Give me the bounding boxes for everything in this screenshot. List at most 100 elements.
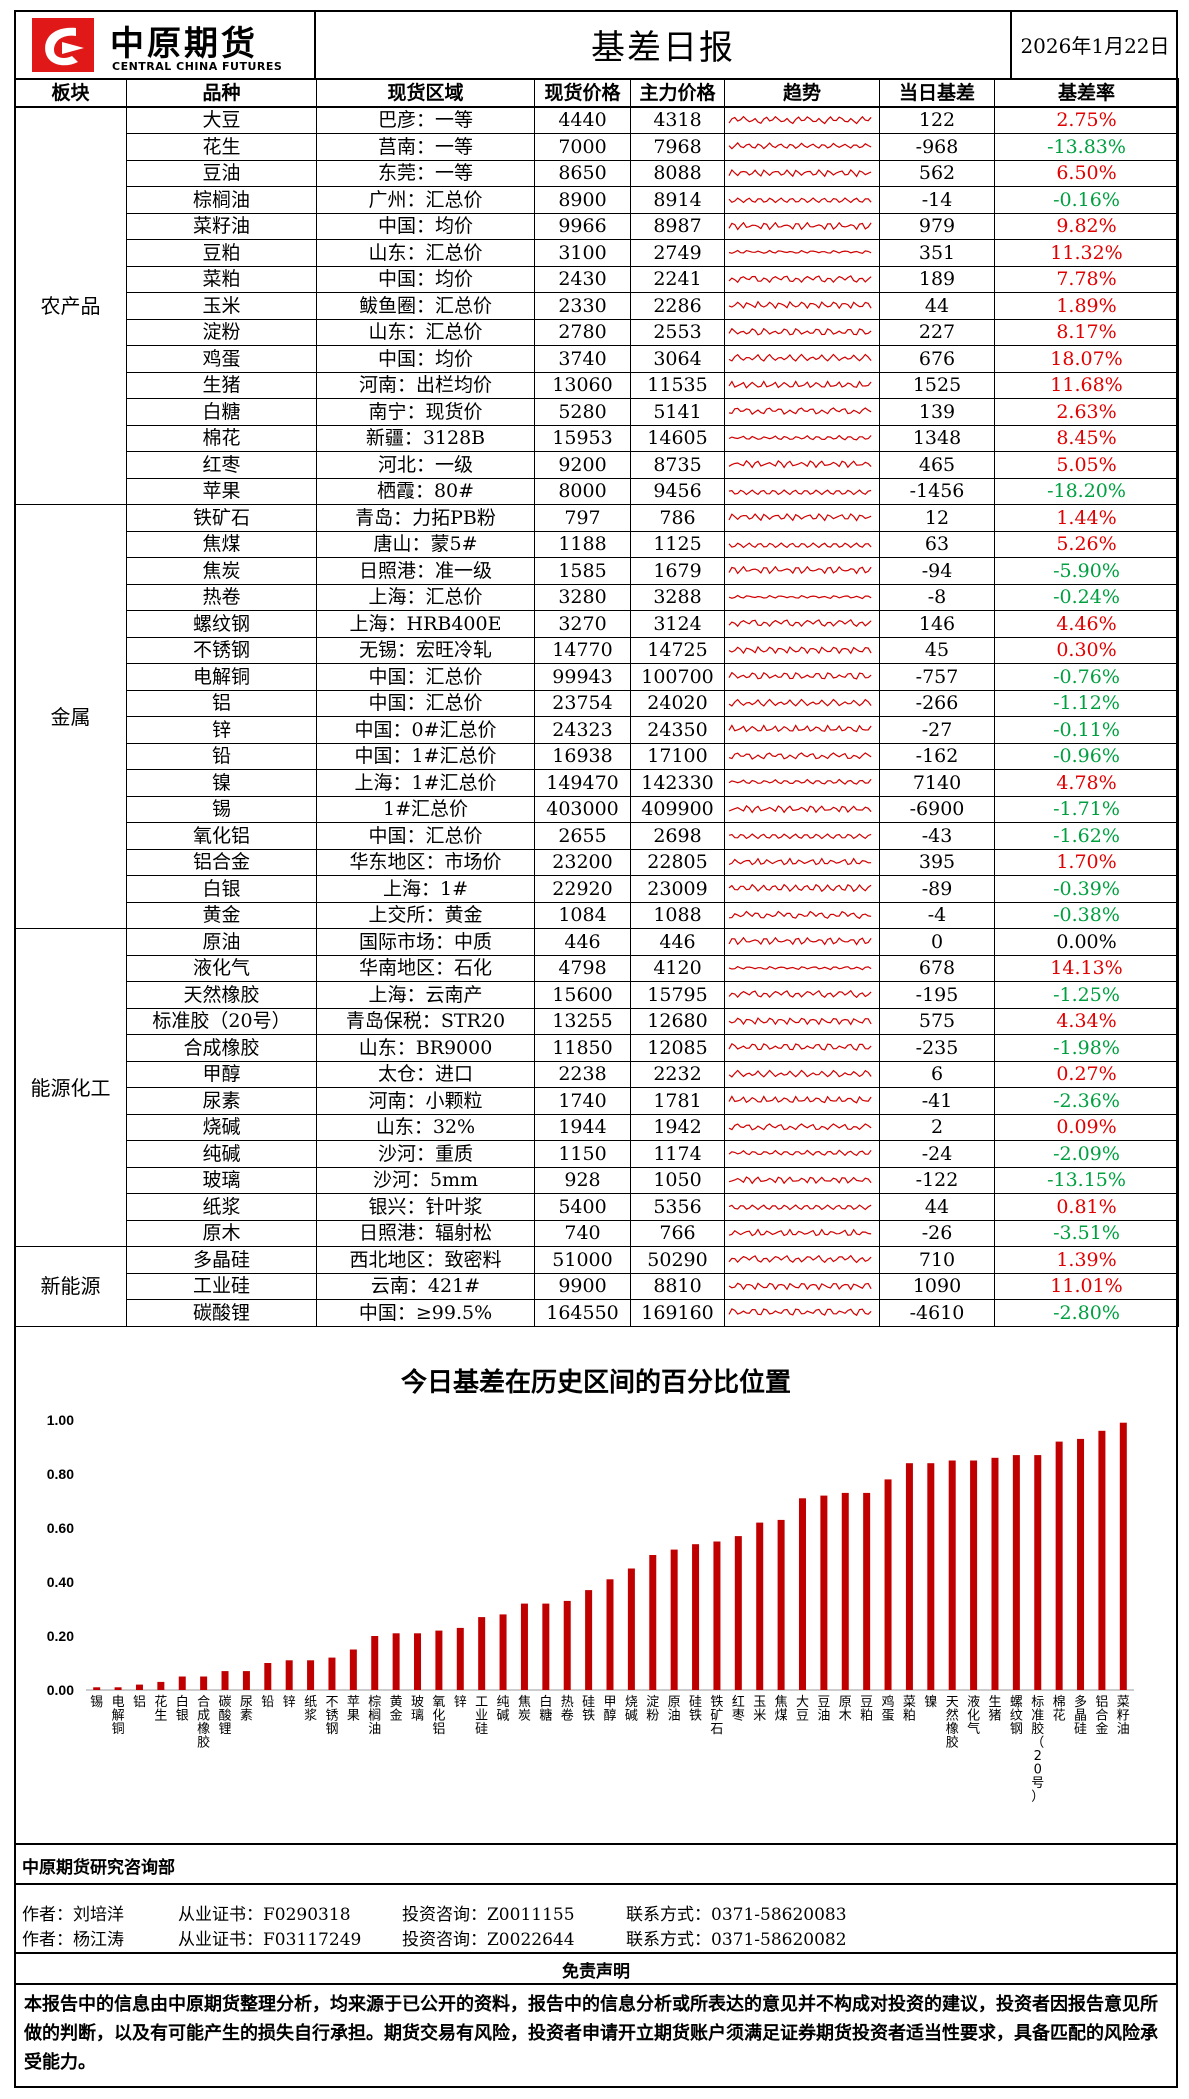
basis-table: 板块 品种 现货区域 现货价格 主力价格 趋势 当日基差 基差率 农产品 大豆 巴彦… — [14, 78, 1179, 1327]
main-price-cell: 14725 — [630, 636, 725, 664]
spot-price-cell: 3280 — [534, 583, 631, 611]
trend-sparkline — [724, 795, 880, 823]
table-row: 花生 莒南：一等 7000 7968 -968 -13.83% — [15, 133, 1179, 161]
basis-cell: 63 — [879, 530, 995, 558]
spot-price-cell: 928 — [534, 1166, 631, 1194]
variety-cell: 鸡蛋 — [126, 345, 317, 373]
main-price-cell: 3288 — [630, 583, 725, 611]
x-tick-label: 硅铁 — [582, 1695, 595, 1724]
variety-cell: 甲醇 — [126, 1060, 317, 1088]
region-cell: 1#汇总价 — [316, 795, 535, 823]
chart-bar — [777, 1519, 785, 1690]
trend-sparkline — [724, 822, 880, 850]
table-row: 电解铜 中国：汇总价 99943 100700 -757 -0.76% — [15, 663, 1179, 691]
x-tick-label: 工业硅 — [475, 1695, 488, 1737]
x-tick-label: 纯碱 — [497, 1695, 510, 1724]
table-row: 工业硅 云南：421# 9900 8810 1090 11.01% — [15, 1272, 1179, 1300]
x-tick-label: 锌 — [454, 1695, 467, 1710]
spot-price-cell: 22920 — [534, 875, 631, 903]
company-logo-icon — [32, 18, 94, 72]
variety-cell: 热卷 — [126, 583, 317, 611]
main-price-cell: 100700 — [630, 663, 725, 691]
x-tick-label: 豆粕 — [860, 1695, 873, 1724]
basis-rate-cell: -3.51% — [994, 1219, 1179, 1247]
region-cell: 华南地区：石化 — [316, 954, 535, 982]
trend-sparkline — [724, 1272, 880, 1300]
x-tick-label: 生猪 — [988, 1695, 1001, 1724]
x-tick-label: 黄金 — [390, 1695, 403, 1724]
table-row: 鸡蛋 中国：均价 3740 3064 676 18.07% — [15, 345, 1179, 373]
basis-rate-cell: -0.39% — [994, 875, 1179, 903]
x-tick-label: 玻璃 — [411, 1695, 424, 1724]
trend-sparkline — [724, 1034, 880, 1062]
trend-sparkline — [724, 875, 880, 903]
chart-bar — [114, 1687, 122, 1690]
basis-rate-cell: 2.63% — [994, 398, 1179, 426]
variety-cell: 白银 — [126, 875, 317, 903]
region-cell: 南宁：现货价 — [316, 398, 535, 426]
spot-price-cell: 14770 — [534, 636, 631, 664]
basis-cell: 227 — [879, 318, 995, 346]
trend-sparkline — [724, 716, 880, 744]
main-price-cell: 786 — [630, 504, 725, 532]
region-cell: 山东：32% — [316, 1113, 535, 1141]
region-cell: 唐山：蒙5# — [316, 530, 535, 558]
basis-rate-cell: 7.78% — [994, 265, 1179, 293]
x-tick-label: 合成橡胶 — [197, 1695, 210, 1751]
table-row: 黄金 上交所：黄金 1084 1088 -4 -0.38% — [15, 901, 1179, 929]
chart-bar — [307, 1660, 315, 1690]
chart-bar — [435, 1630, 443, 1690]
basis-cell: -122 — [879, 1166, 995, 1194]
variety-cell: 铝 — [126, 689, 317, 717]
x-tick-label: 鸡蛋 — [882, 1694, 895, 1724]
x-tick-label: 铝 — [133, 1695, 146, 1710]
variety-cell: 大豆 — [126, 106, 317, 134]
logo-name: 中原期货 — [110, 24, 258, 64]
main-price-cell: 8088 — [630, 159, 725, 187]
basis-rate-cell: -0.16% — [994, 186, 1179, 214]
chart-bar — [478, 1617, 486, 1690]
trend-sparkline — [724, 1193, 880, 1221]
trend-sparkline — [724, 1087, 880, 1115]
variety-cell: 黄金 — [126, 901, 317, 929]
basis-cell: 395 — [879, 848, 995, 876]
trend-sparkline — [724, 981, 880, 1009]
x-tick-label: 氧化铝 — [432, 1695, 445, 1737]
region-cell: 莒南：一等 — [316, 133, 535, 161]
variety-cell: 豆油 — [126, 159, 317, 187]
basis-rate-cell: -1.71% — [994, 795, 1179, 823]
basis-rate-cell: 11.68% — [994, 371, 1179, 399]
basis-rate-cell: 6.50% — [994, 159, 1179, 187]
region-cell: 河南：出栏均价 — [316, 371, 535, 399]
table-row: 白银 上海：1# 22920 23009 -89 -0.39% — [15, 875, 1179, 903]
region-cell: 中国：汇总价 — [316, 689, 535, 717]
sector-cell: 农产品 — [14, 106, 127, 505]
author-cert: 从业证书：F03117249 — [178, 1930, 362, 1950]
x-tick-label: 镍 — [924, 1695, 937, 1710]
main-price-cell: 2232 — [630, 1060, 725, 1088]
report-header: 中原期货 CENTRAL CHINA FUTURES 基差日报 2026年1月2… — [14, 10, 1178, 78]
variety-cell: 铝合金 — [126, 848, 317, 876]
disclaimer-text: 本报告中的信息由中原期货整理分析，均来源于已公开的资料，报告中的信息分析或所表达… — [24, 1994, 1158, 2073]
table-row: 锌中国：0#汇总价 24323 24350 -27 -0.11% — [15, 716, 1179, 744]
chart-bar — [649, 1555, 657, 1690]
variety-cell: 尿素 — [126, 1087, 317, 1115]
basis-rate-cell: -2.80% — [994, 1299, 1179, 1327]
author-advisory: 投资咨询：Z0022644 — [402, 1930, 575, 1950]
basis-rate-cell: -1.12% — [994, 689, 1179, 717]
chart-bar — [392, 1633, 400, 1690]
divider — [14, 1883, 1178, 1885]
percentile-chart: 今日基差在历史区间的百分比位置 0.00 0.20 0.40 0.60 0.80 1.00… — [14, 1330, 1178, 1830]
table-row: 豆油 东莞：一等 8650 8088 562 6.50% — [15, 159, 1179, 187]
basis-rate-cell: 8.17% — [994, 318, 1179, 346]
spot-price-cell: 23754 — [534, 689, 631, 717]
variety-cell: 镍 — [126, 769, 317, 797]
region-cell: 云南：421# — [316, 1272, 535, 1300]
main-price-cell: 5141 — [630, 398, 725, 426]
divider — [14, 1843, 1178, 1845]
region-cell: 中国：汇总价 — [316, 822, 535, 850]
trend-sparkline — [724, 663, 880, 691]
chart-bar — [734, 1536, 742, 1690]
x-tick-label: 焦炭 — [518, 1695, 531, 1724]
chart-bar — [927, 1463, 935, 1690]
